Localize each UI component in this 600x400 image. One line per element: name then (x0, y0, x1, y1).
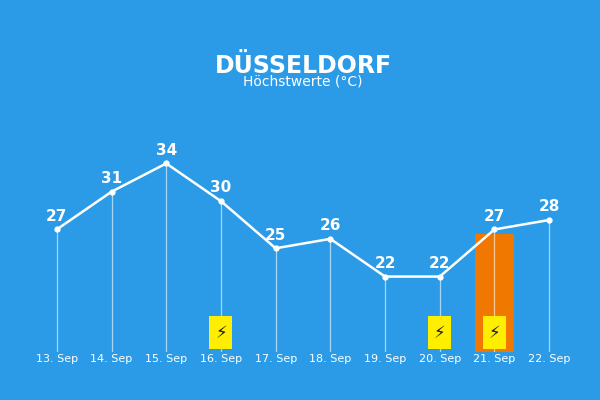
Text: 22: 22 (429, 256, 451, 271)
Text: 20. Sep: 20. Sep (419, 354, 461, 364)
Text: 19. Sep: 19. Sep (364, 354, 406, 364)
Text: 15. Sep: 15. Sep (145, 354, 187, 364)
Text: 22. Sep: 22. Sep (528, 354, 571, 364)
Text: 27: 27 (484, 209, 505, 224)
Text: ⚡: ⚡ (434, 324, 446, 342)
FancyBboxPatch shape (209, 316, 232, 349)
Text: 22: 22 (374, 256, 396, 271)
Text: 17. Sep: 17. Sep (254, 354, 297, 364)
Text: 13. Sep: 13. Sep (36, 354, 78, 364)
Text: 21. Sep: 21. Sep (473, 354, 515, 364)
Text: 14. Sep: 14. Sep (91, 354, 133, 364)
Text: ⚡: ⚡ (215, 324, 227, 342)
Text: 26: 26 (320, 218, 341, 233)
Text: Höchstwerte (°C): Höchstwerte (°C) (243, 75, 363, 89)
Text: DÜSSELDORF: DÜSSELDORF (214, 54, 392, 78)
Text: 31: 31 (101, 171, 122, 186)
FancyBboxPatch shape (483, 316, 506, 349)
Text: 28: 28 (538, 199, 560, 214)
Text: 30: 30 (211, 180, 232, 196)
Text: ⚡: ⚡ (488, 324, 500, 342)
Text: 25: 25 (265, 228, 286, 243)
Text: 27: 27 (46, 209, 68, 224)
Text: 16. Sep: 16. Sep (200, 354, 242, 364)
Text: 18. Sep: 18. Sep (309, 354, 352, 364)
Bar (475, 234, 514, 352)
FancyBboxPatch shape (428, 316, 451, 349)
Text: 34: 34 (155, 143, 177, 158)
